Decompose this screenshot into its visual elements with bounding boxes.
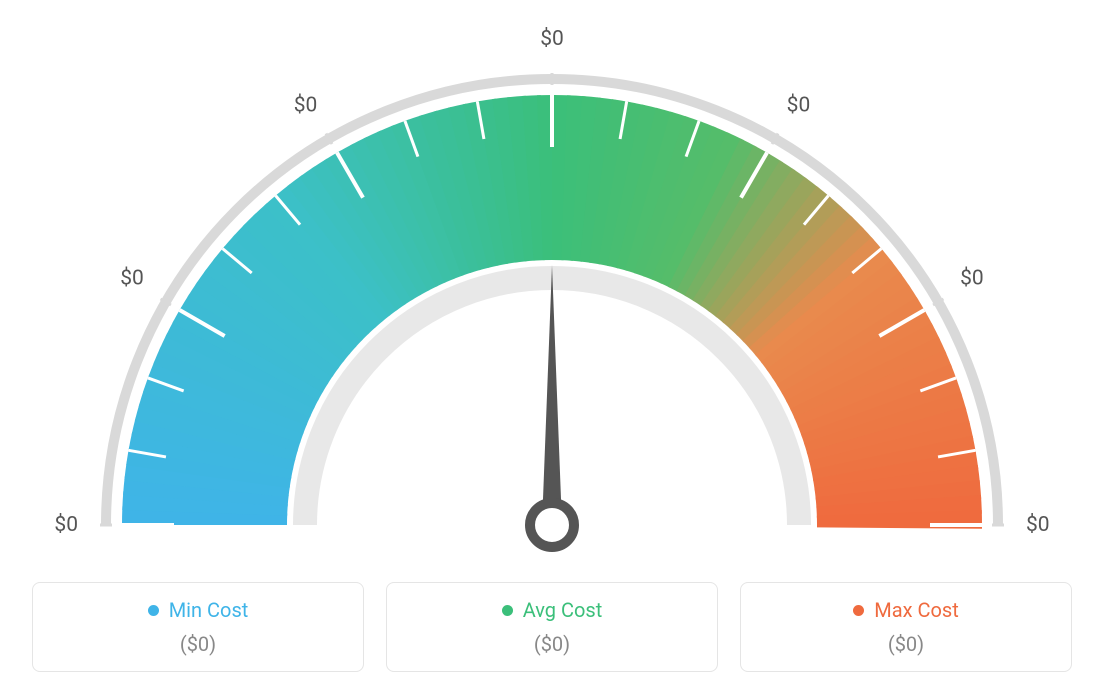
legend-dot: [853, 605, 864, 616]
legend-dot: [148, 605, 159, 616]
legend-row: Min Cost ($0) Avg Cost ($0) Max Cost ($0): [32, 582, 1072, 672]
legend-value: ($0): [534, 632, 570, 656]
legend-card: Avg Cost ($0): [386, 582, 718, 672]
legend-value: ($0): [180, 632, 216, 656]
gauge-tick-label: $0: [294, 93, 318, 117]
legend-title: Max Cost: [853, 598, 959, 622]
gauge-tick-label: $0: [54, 513, 78, 537]
gauge-svg: [52, 40, 1052, 560]
gauge-needle-hub: [530, 503, 574, 547]
legend-dot: [502, 605, 513, 616]
legend-title-text: Avg Cost: [523, 598, 603, 622]
legend-card: Min Cost ($0): [32, 582, 364, 672]
gauge-tick-label: $0: [960, 266, 984, 290]
gauge-needle: [542, 265, 562, 525]
gauge-tick-label: $0: [1026, 513, 1050, 537]
legend-title: Min Cost: [148, 598, 249, 622]
legend-title-text: Min Cost: [169, 598, 249, 622]
gauge-tick-label: $0: [787, 93, 811, 117]
gauge-container: $0$0$0$0$0$0$0: [52, 40, 1052, 560]
gauge-tick-label: $0: [540, 27, 564, 51]
legend-value: ($0): [888, 632, 924, 656]
legend-card: Max Cost ($0): [740, 582, 1072, 672]
legend-title-text: Max Cost: [874, 598, 959, 622]
gauge-tick-label: $0: [120, 266, 144, 290]
legend-title: Avg Cost: [502, 598, 603, 622]
